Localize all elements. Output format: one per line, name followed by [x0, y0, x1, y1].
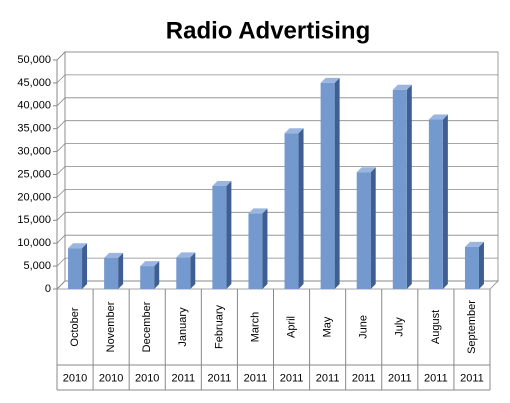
bar — [428, 114, 448, 289]
bar-top — [464, 241, 484, 247]
chart-title: Radio Advertising — [166, 17, 370, 44]
bar-side — [478, 241, 484, 289]
grid-line — [56, 234, 498, 244]
bar-front — [68, 248, 83, 289]
bar-top — [212, 180, 232, 186]
bar-side — [262, 208, 268, 289]
bar-front — [428, 119, 443, 289]
grid-line — [56, 166, 498, 175]
x-tick-label: April — [285, 316, 297, 338]
y-tick-label: 25,000 — [17, 168, 51, 180]
bar-front — [464, 246, 479, 289]
y-tick-label: 0 — [45, 283, 51, 295]
bar-side — [82, 243, 88, 289]
bar-front — [392, 89, 407, 290]
x-tick-label: August — [430, 310, 442, 344]
bar-side — [226, 180, 232, 289]
bar — [248, 208, 268, 289]
x-group-label: 2011 — [460, 372, 484, 384]
bar-front — [176, 257, 191, 289]
bar-top — [392, 84, 412, 90]
bar — [212, 180, 232, 289]
bar-top — [104, 252, 124, 258]
bar-front — [320, 82, 335, 290]
x-group-label: 2010 — [63, 372, 87, 384]
x-tick-label: June — [358, 315, 370, 339]
y-tick-label: 50,000 — [17, 54, 51, 66]
bar-side — [370, 167, 376, 289]
bar — [176, 252, 196, 289]
bar-side — [298, 128, 304, 289]
grid-line — [56, 120, 498, 129]
bar-side — [406, 84, 412, 290]
grid-line — [56, 143, 498, 152]
bar — [140, 261, 160, 289]
bar-top — [356, 167, 376, 173]
x-group-label: 2010 — [135, 372, 159, 384]
bar-front — [284, 133, 299, 289]
x-tick-label: October — [69, 307, 81, 346]
x-tick-label: September — [466, 300, 478, 354]
bar — [320, 77, 340, 290]
y-tick-label: 30,000 — [17, 146, 51, 158]
x-group-label: 2011 — [316, 372, 340, 384]
y-tick-label: 45,000 — [17, 77, 51, 89]
x-group-label: 2010 — [99, 372, 123, 384]
x-group-label: 2011 — [388, 372, 412, 384]
bar-top — [140, 261, 160, 267]
x-group-label: 2011 — [352, 372, 376, 384]
bar-side — [442, 114, 448, 289]
x-group-label: 2011 — [244, 372, 268, 384]
x-group-label: 2011 — [424, 372, 448, 384]
bar-top — [428, 114, 448, 120]
bar-top — [248, 208, 268, 214]
x-tick-label: March — [249, 312, 261, 343]
bar-top — [68, 243, 88, 249]
grid-line — [56, 51, 498, 61]
bar-front — [356, 172, 371, 289]
x-tick-label: December — [141, 301, 153, 352]
bar — [464, 241, 484, 289]
y-tick-label: 10,000 — [17, 237, 51, 249]
bar-front — [248, 213, 263, 289]
y-tick-label: 5,000 — [23, 260, 51, 272]
y-tick-label: 20,000 — [17, 191, 51, 203]
bar-top — [176, 252, 196, 258]
y-tick-label: 35,000 — [17, 123, 51, 135]
grid-line — [56, 74, 498, 84]
bar-front — [212, 185, 227, 289]
y-tick-label: 15,000 — [17, 214, 51, 226]
bar — [68, 243, 88, 289]
grid-line — [56, 257, 498, 267]
x-tick-label: February — [213, 304, 225, 349]
bar-side — [154, 261, 160, 289]
y-tick-label: 40,000 — [17, 100, 51, 112]
x-group-label: 2011 — [208, 372, 232, 384]
bar-front — [140, 266, 155, 289]
bar — [392, 84, 412, 290]
x-tick-label: May — [322, 316, 334, 337]
bar — [356, 167, 376, 289]
grid-line — [56, 211, 498, 221]
bar-top — [284, 128, 304, 134]
grid-line — [56, 188, 498, 198]
bar-side — [190, 252, 196, 289]
x-tick-label: July — [394, 317, 406, 337]
x-group-label: 2011 — [280, 372, 304, 384]
bar-top — [320, 77, 340, 83]
x-tick-label: January — [177, 307, 189, 347]
bar-front — [104, 257, 119, 289]
bar — [104, 252, 124, 289]
x-tick-label: November — [105, 301, 117, 352]
bar-side — [334, 77, 340, 290]
bar-side — [118, 252, 124, 289]
x-group-label: 2011 — [171, 372, 195, 384]
grid-line — [56, 97, 498, 107]
grid-line — [56, 280, 498, 290]
bar — [284, 128, 304, 289]
